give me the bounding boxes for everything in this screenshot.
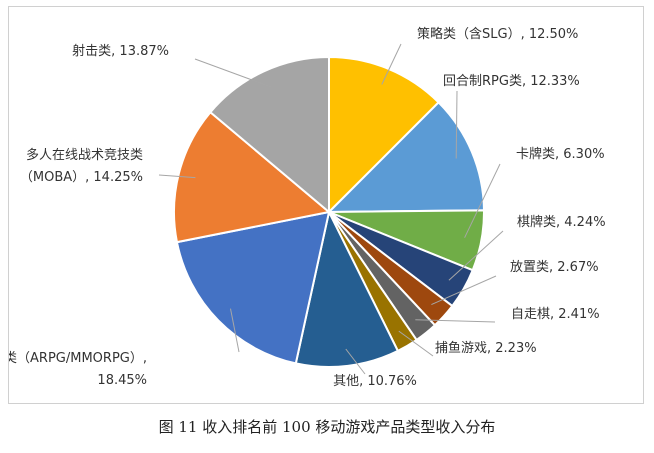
slice-label-line: 策略类（含SLG）, 12.50%: [417, 26, 578, 42]
leader-line: [448, 230, 504, 281]
leader-line: [415, 319, 496, 323]
slice-label-line: 棋牌类, 4.24%: [517, 214, 606, 230]
slice-label-line: 多人在线战术竞技类: [26, 147, 143, 163]
slice-label: 策略类（含SLG）, 12.50%: [417, 26, 578, 42]
slices-layer: [173, 55, 486, 368]
slice-label: 卡牌类, 6.30%: [516, 146, 605, 162]
slice-label: 多人在线战术竞技类 （MOBA）, 14.25%: [20, 147, 143, 185]
slice-label-line: 卡牌类, 6.30%: [516, 146, 605, 162]
slice-label-line: 射击类, 13.87%: [72, 43, 169, 59]
leader-line: [455, 90, 458, 159]
figure-caption: 图 11 收入排名前 100 移动游戏产品类型收入分布: [158, 418, 496, 436]
leader-line: [464, 163, 501, 238]
leader-line: [431, 275, 497, 306]
slice-label-line: 捕鱼游戏, 2.23%: [435, 340, 537, 356]
slice-label-line: 放置类, 2.67%: [510, 260, 599, 275]
leader-line: [398, 330, 434, 357]
slice-label-line: 角色扮演类（ARPG/MMORPG）,: [9, 350, 147, 366]
pie-slice: [175, 210, 331, 365]
slice-label-line: （MOBA）, 14.25%: [20, 170, 143, 185]
slice-label-line: 回合制RPG类, 12.33%: [443, 74, 580, 89]
slice-label: 放置类, 2.67%: [510, 260, 599, 275]
slice-label: 自走棋, 2.41%: [511, 307, 600, 322]
slice-label: 射击类, 13.87%: [72, 43, 169, 59]
pie-slice: [328, 55, 441, 215]
leader-line: [194, 58, 271, 88]
pie-slice: [208, 55, 330, 215]
slice-label: 角色扮演类（ARPG/MMORPG）, 18.45%: [9, 350, 147, 388]
pie-slice: [173, 110, 332, 244]
pie-slice: [326, 100, 486, 214]
slice-label: 其他, 10.76%: [333, 374, 417, 389]
leader-line: [381, 43, 402, 85]
leaders-layer: [158, 43, 504, 375]
leader-line: [345, 348, 366, 375]
slice-label: 回合制RPG类, 12.33%: [443, 74, 580, 89]
slice-label-line: 18.45%: [97, 373, 147, 388]
slice-label: 捕鱼游戏, 2.23%: [435, 340, 537, 356]
chart-frame: 策略类（含SLG）, 12.50% 回合制RPG类, 12.33% 卡牌类, 6.3…: [8, 6, 644, 404]
labels-layer: 策略类（含SLG）, 12.50% 回合制RPG类, 12.33% 卡牌类, 6.3…: [9, 26, 606, 389]
leader-line: [230, 308, 240, 353]
slice-label-line: 其他, 10.76%: [333, 374, 417, 389]
slice-label: 棋牌类, 4.24%: [517, 214, 606, 230]
slice-label-line: 自走棋, 2.41%: [511, 307, 600, 322]
leader-line: [158, 174, 196, 179]
pie-chart: 策略类（含SLG）, 12.50% 回合制RPG类, 12.33% 卡牌类, 6.3…: [9, 26, 606, 389]
